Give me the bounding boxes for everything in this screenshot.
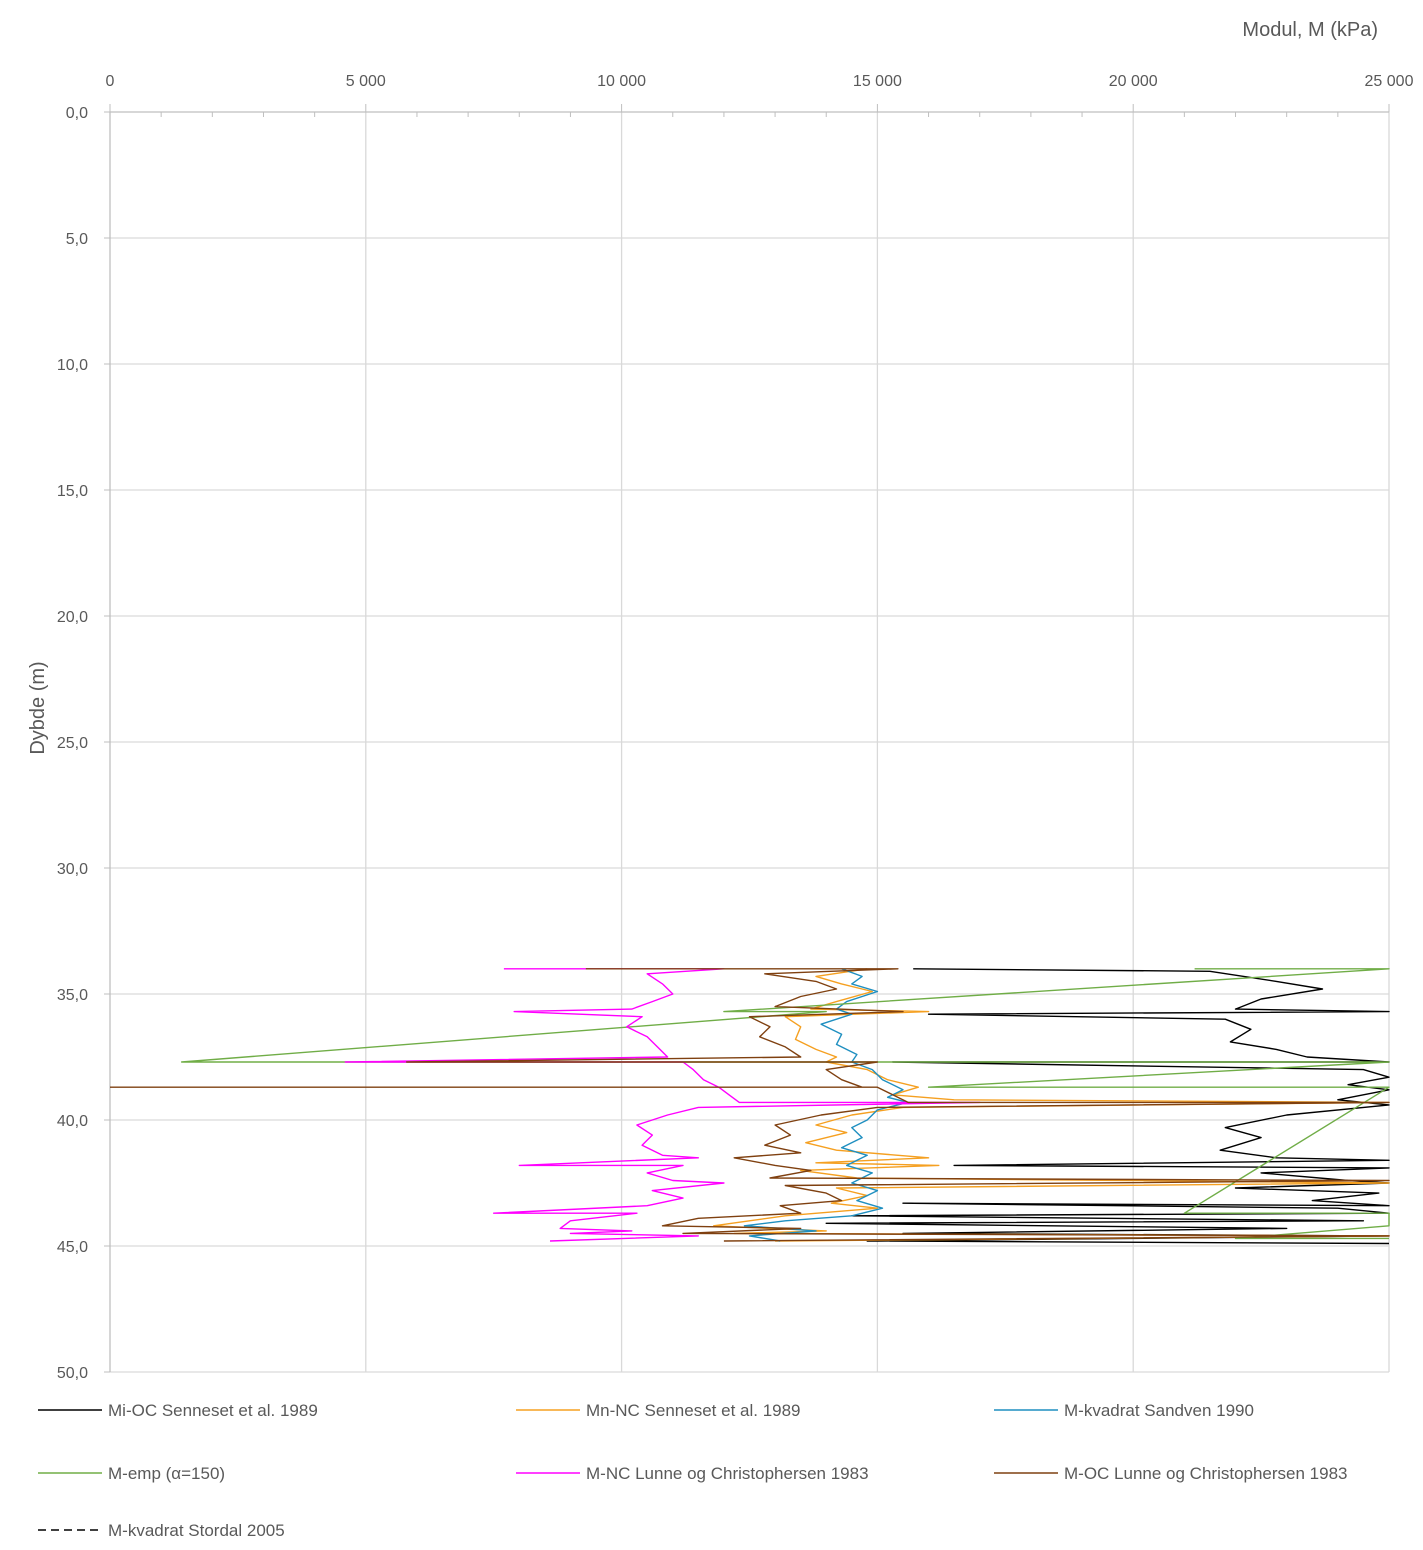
x-axis-title: Modul, M (kPa): [1242, 19, 1378, 41]
legend-label: M-kvadrat Sandven 1990: [1064, 1401, 1254, 1420]
y-tick-label: 15,0: [57, 483, 88, 500]
y-tick-label: 45,0: [57, 1239, 88, 1256]
legend-label: M-kvadrat Stordal 2005: [108, 1521, 285, 1540]
legend: Mi-OC Senneset et al. 1989 Mn-NC Senneset…: [38, 1401, 1348, 1540]
series-line-2: [713, 968, 1390, 1242]
axes: [104, 104, 1390, 1373]
legend-item-3: M-kvadrat Sandven 1990: [994, 1401, 1254, 1420]
legend-item-4: M-emp (α=150): [38, 1464, 225, 1483]
x-tick-label: 10 000: [597, 73, 646, 90]
axis-labels: Modul, M (kPa) Dybde (m) 0 5 000 10 000 15 …: [27, 19, 1414, 1382]
series-line-4: [180, 968, 1390, 1240]
legend-item-1: Mi-OC Senneset et al. 1989: [38, 1401, 318, 1420]
legend-item-5: M-NC Lunne og Christophersen 1983: [516, 1464, 869, 1483]
y-axis-title: Dybde (m): [27, 661, 49, 754]
legend-item-6: M-OC Lunne og Christophersen 1983: [994, 1464, 1348, 1483]
legend-label: M-NC Lunne og Christophersen 1983: [586, 1464, 869, 1483]
y-tick-label: 25,0: [57, 735, 88, 752]
y-tick-label: 10,0: [57, 357, 88, 374]
series-line-6: [110, 968, 1390, 1242]
series-line-1: [825, 968, 1390, 1245]
y-tick-label: 5,0: [66, 231, 88, 248]
x-tick-label: 20 000: [1109, 73, 1158, 90]
y-tick-label: 0,0: [66, 105, 88, 122]
legend-item-2: Mn-NC Senneset et al. 1989: [516, 1401, 801, 1420]
y-tick-label: 40,0: [57, 1113, 88, 1130]
y-tick-label: 20,0: [57, 609, 88, 626]
y-tick-label: 35,0: [57, 987, 88, 1004]
legend-label: Mi-OC Senneset et al. 1989: [108, 1401, 318, 1420]
x-tick-label: 25 000: [1365, 73, 1414, 90]
plot-area: [110, 968, 1390, 1245]
x-tick-label: 0: [106, 73, 115, 90]
series-line-3: [743, 968, 909, 1242]
x-tick-label: 15 000: [853, 73, 902, 90]
legend-item-7: M-kvadrat Stordal 2005: [38, 1521, 285, 1540]
series-line-5: [344, 968, 981, 1242]
gridlines: [110, 112, 1390, 1373]
legend-label: Mn-NC Senneset et al. 1989: [586, 1401, 801, 1420]
y-tick-label: 50,0: [57, 1365, 88, 1382]
x-tick-label: 5 000: [346, 73, 386, 90]
y-tick-label: 30,0: [57, 861, 88, 878]
legend-label: M-OC Lunne og Christophersen 1983: [1064, 1464, 1348, 1483]
legend-label: M-emp (α=150): [108, 1464, 225, 1483]
